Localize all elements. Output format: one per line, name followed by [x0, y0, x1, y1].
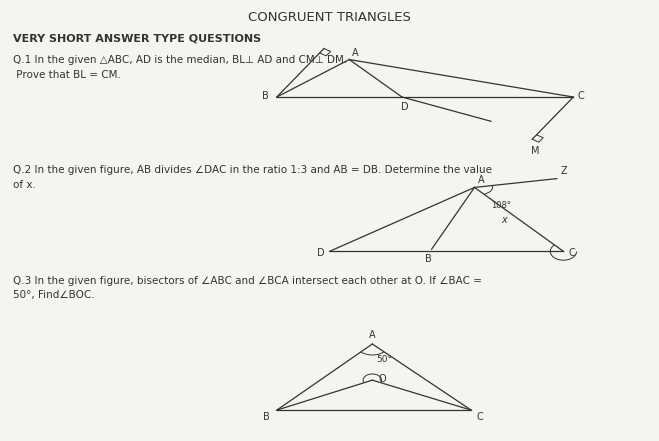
Text: D: D — [401, 102, 409, 112]
Text: 108°: 108° — [491, 201, 511, 209]
Text: VERY SHORT ANSWER TYPE QUESTIONS: VERY SHORT ANSWER TYPE QUESTIONS — [13, 33, 262, 43]
Text: A: A — [478, 175, 484, 185]
Text: Q.1 In the given △ABC, AD is the median, BL⊥ AD and CM⊥ DM.
 Prove that BL = CM.: Q.1 In the given △ABC, AD is the median,… — [13, 55, 347, 80]
Text: A: A — [352, 48, 358, 58]
Text: B: B — [264, 412, 270, 422]
Text: B: B — [262, 91, 269, 101]
Text: CONGRUENT TRIANGLES: CONGRUENT TRIANGLES — [248, 11, 411, 24]
Text: M: M — [530, 146, 539, 156]
Text: D: D — [316, 248, 324, 258]
Text: B: B — [425, 254, 432, 265]
Text: Z: Z — [560, 166, 567, 176]
Text: C: C — [476, 412, 483, 422]
Text: 50°: 50° — [376, 355, 392, 364]
Text: Q.3 In the given figure, bisectors of ∠ABC and ∠BCA intersect each other at O. I: Q.3 In the given figure, bisectors of ∠A… — [13, 276, 482, 300]
Text: C: C — [577, 91, 584, 101]
Text: Q.2 In the given figure, AB divides ∠DAC in the ratio 1:3 and AB = DB. Determine: Q.2 In the given figure, AB divides ∠DAC… — [13, 165, 492, 190]
Text: x: x — [501, 215, 507, 225]
Text: A: A — [369, 330, 376, 340]
Text: O: O — [379, 374, 387, 384]
Text: C: C — [568, 248, 575, 258]
